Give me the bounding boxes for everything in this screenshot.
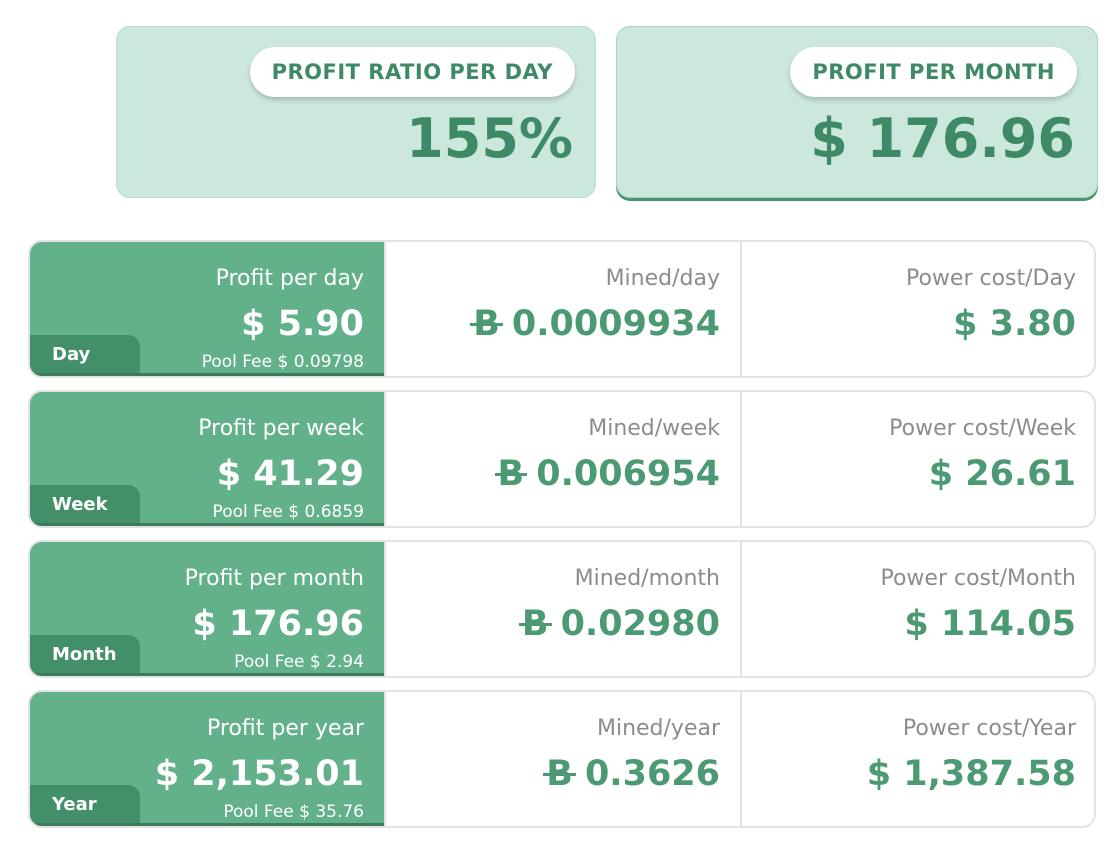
bitcoin-icon: B xyxy=(473,304,500,344)
mined-cell: Mined/year B 0.3626 xyxy=(384,692,740,826)
profit-value: $ 41.29 xyxy=(216,454,364,494)
mined-amount: 0.0009934 xyxy=(511,304,720,344)
mined-label: Mined/day xyxy=(605,266,720,291)
power-cost-cell: Power cost/Month $ 114.05 xyxy=(740,542,1094,676)
period-tab: Day xyxy=(30,335,140,373)
mined-label: Mined/week xyxy=(588,416,720,441)
pool-fee: Pool Fee $ 2.94 xyxy=(234,652,364,672)
mined-amount: 0.3626 xyxy=(584,754,720,794)
profit-cell: Profit per month $ 176.96 Pool Fee $ 2.9… xyxy=(30,542,384,676)
mined-amount: 0.006954 xyxy=(536,454,720,494)
bitcoin-icon: B xyxy=(546,754,573,794)
profit-label: Profit per year xyxy=(207,716,364,741)
profit-ratio-label: PROFIT RATIO PER DAY xyxy=(249,47,575,97)
profit-ratio-value: 155% xyxy=(406,107,573,170)
power-cost-cell: Power cost/Week $ 26.61 xyxy=(740,392,1094,526)
pool-fee: Pool Fee $ 0.6859 xyxy=(212,502,364,522)
profit-cell: Profit per year $ 2,153.01 Pool Fee $ 35… xyxy=(30,692,384,826)
power-cost-value: $ 1,387.58 xyxy=(866,754,1076,794)
period-tab: Week xyxy=(30,485,140,523)
profit-month-label: PROFIT PER MONTH xyxy=(790,47,1077,97)
mined-value: B 0.006954 xyxy=(498,454,720,494)
profit-cell: Profit per week $ 41.29 Pool Fee $ 0.685… xyxy=(30,392,384,526)
period-row-week: Profit per week $ 41.29 Pool Fee $ 0.685… xyxy=(28,390,1096,528)
power-cost-label: Power cost/Month xyxy=(880,566,1076,591)
power-cost-cell: Power cost/Year $ 1,387.58 xyxy=(740,692,1094,826)
profit-label: Profit per month xyxy=(184,566,364,591)
period-row-month: Profit per month $ 176.96 Pool Fee $ 2.9… xyxy=(28,540,1096,678)
mined-amount: 0.02980 xyxy=(560,604,720,644)
mined-cell: Mined/month B 0.02980 xyxy=(384,542,740,676)
bitcoin-icon: B xyxy=(521,604,549,644)
period-tab: Month xyxy=(30,635,140,673)
period-tab: Year xyxy=(30,785,140,823)
profit-ratio-card: PROFIT RATIO PER DAY 155% xyxy=(116,26,596,198)
profit-value: $ 5.90 xyxy=(241,304,364,344)
period-row-year: Profit per year $ 2,153.01 Pool Fee $ 35… xyxy=(28,690,1096,828)
power-cost-value: $ 114.05 xyxy=(904,604,1076,644)
power-cost-value: $ 26.61 xyxy=(928,454,1076,494)
bitcoin-icon: B xyxy=(497,454,525,494)
mined-value: B 0.02980 xyxy=(522,604,720,644)
mined-label: Mined/month xyxy=(574,566,720,591)
profit-cell: Profit per day $ 5.90 Pool Fee $ 0.09798… xyxy=(30,242,384,376)
profit-month-card: PROFIT PER MONTH $ 176.96 xyxy=(616,26,1098,198)
mined-value: B 0.3626 xyxy=(546,754,720,794)
pool-fee: Pool Fee $ 0.09798 xyxy=(201,352,364,372)
profit-label: Profit per day xyxy=(215,266,364,291)
power-cost-value: $ 3.80 xyxy=(953,304,1076,344)
profit-value: $ 2,153.01 xyxy=(154,754,364,794)
profit-month-value: $ 176.96 xyxy=(810,107,1075,170)
mined-cell: Mined/day B 0.0009934 xyxy=(384,242,740,376)
power-cost-label: Power cost/Week xyxy=(889,416,1076,441)
period-row-day: Profit per day $ 5.90 Pool Fee $ 0.09798… xyxy=(28,240,1096,378)
mined-value: B 0.0009934 xyxy=(473,304,720,344)
pool-fee: Pool Fee $ 35.76 xyxy=(223,802,364,822)
mined-label: Mined/year xyxy=(596,716,720,741)
power-cost-label: Power cost/Year xyxy=(902,716,1076,741)
power-cost-cell: Power cost/Day $ 3.80 xyxy=(740,242,1094,376)
power-cost-label: Power cost/Day xyxy=(905,266,1076,291)
profit-label: Profit per week xyxy=(198,416,364,441)
mined-cell: Mined/week B 0.006954 xyxy=(384,392,740,526)
profit-value: $ 176.96 xyxy=(192,604,364,644)
